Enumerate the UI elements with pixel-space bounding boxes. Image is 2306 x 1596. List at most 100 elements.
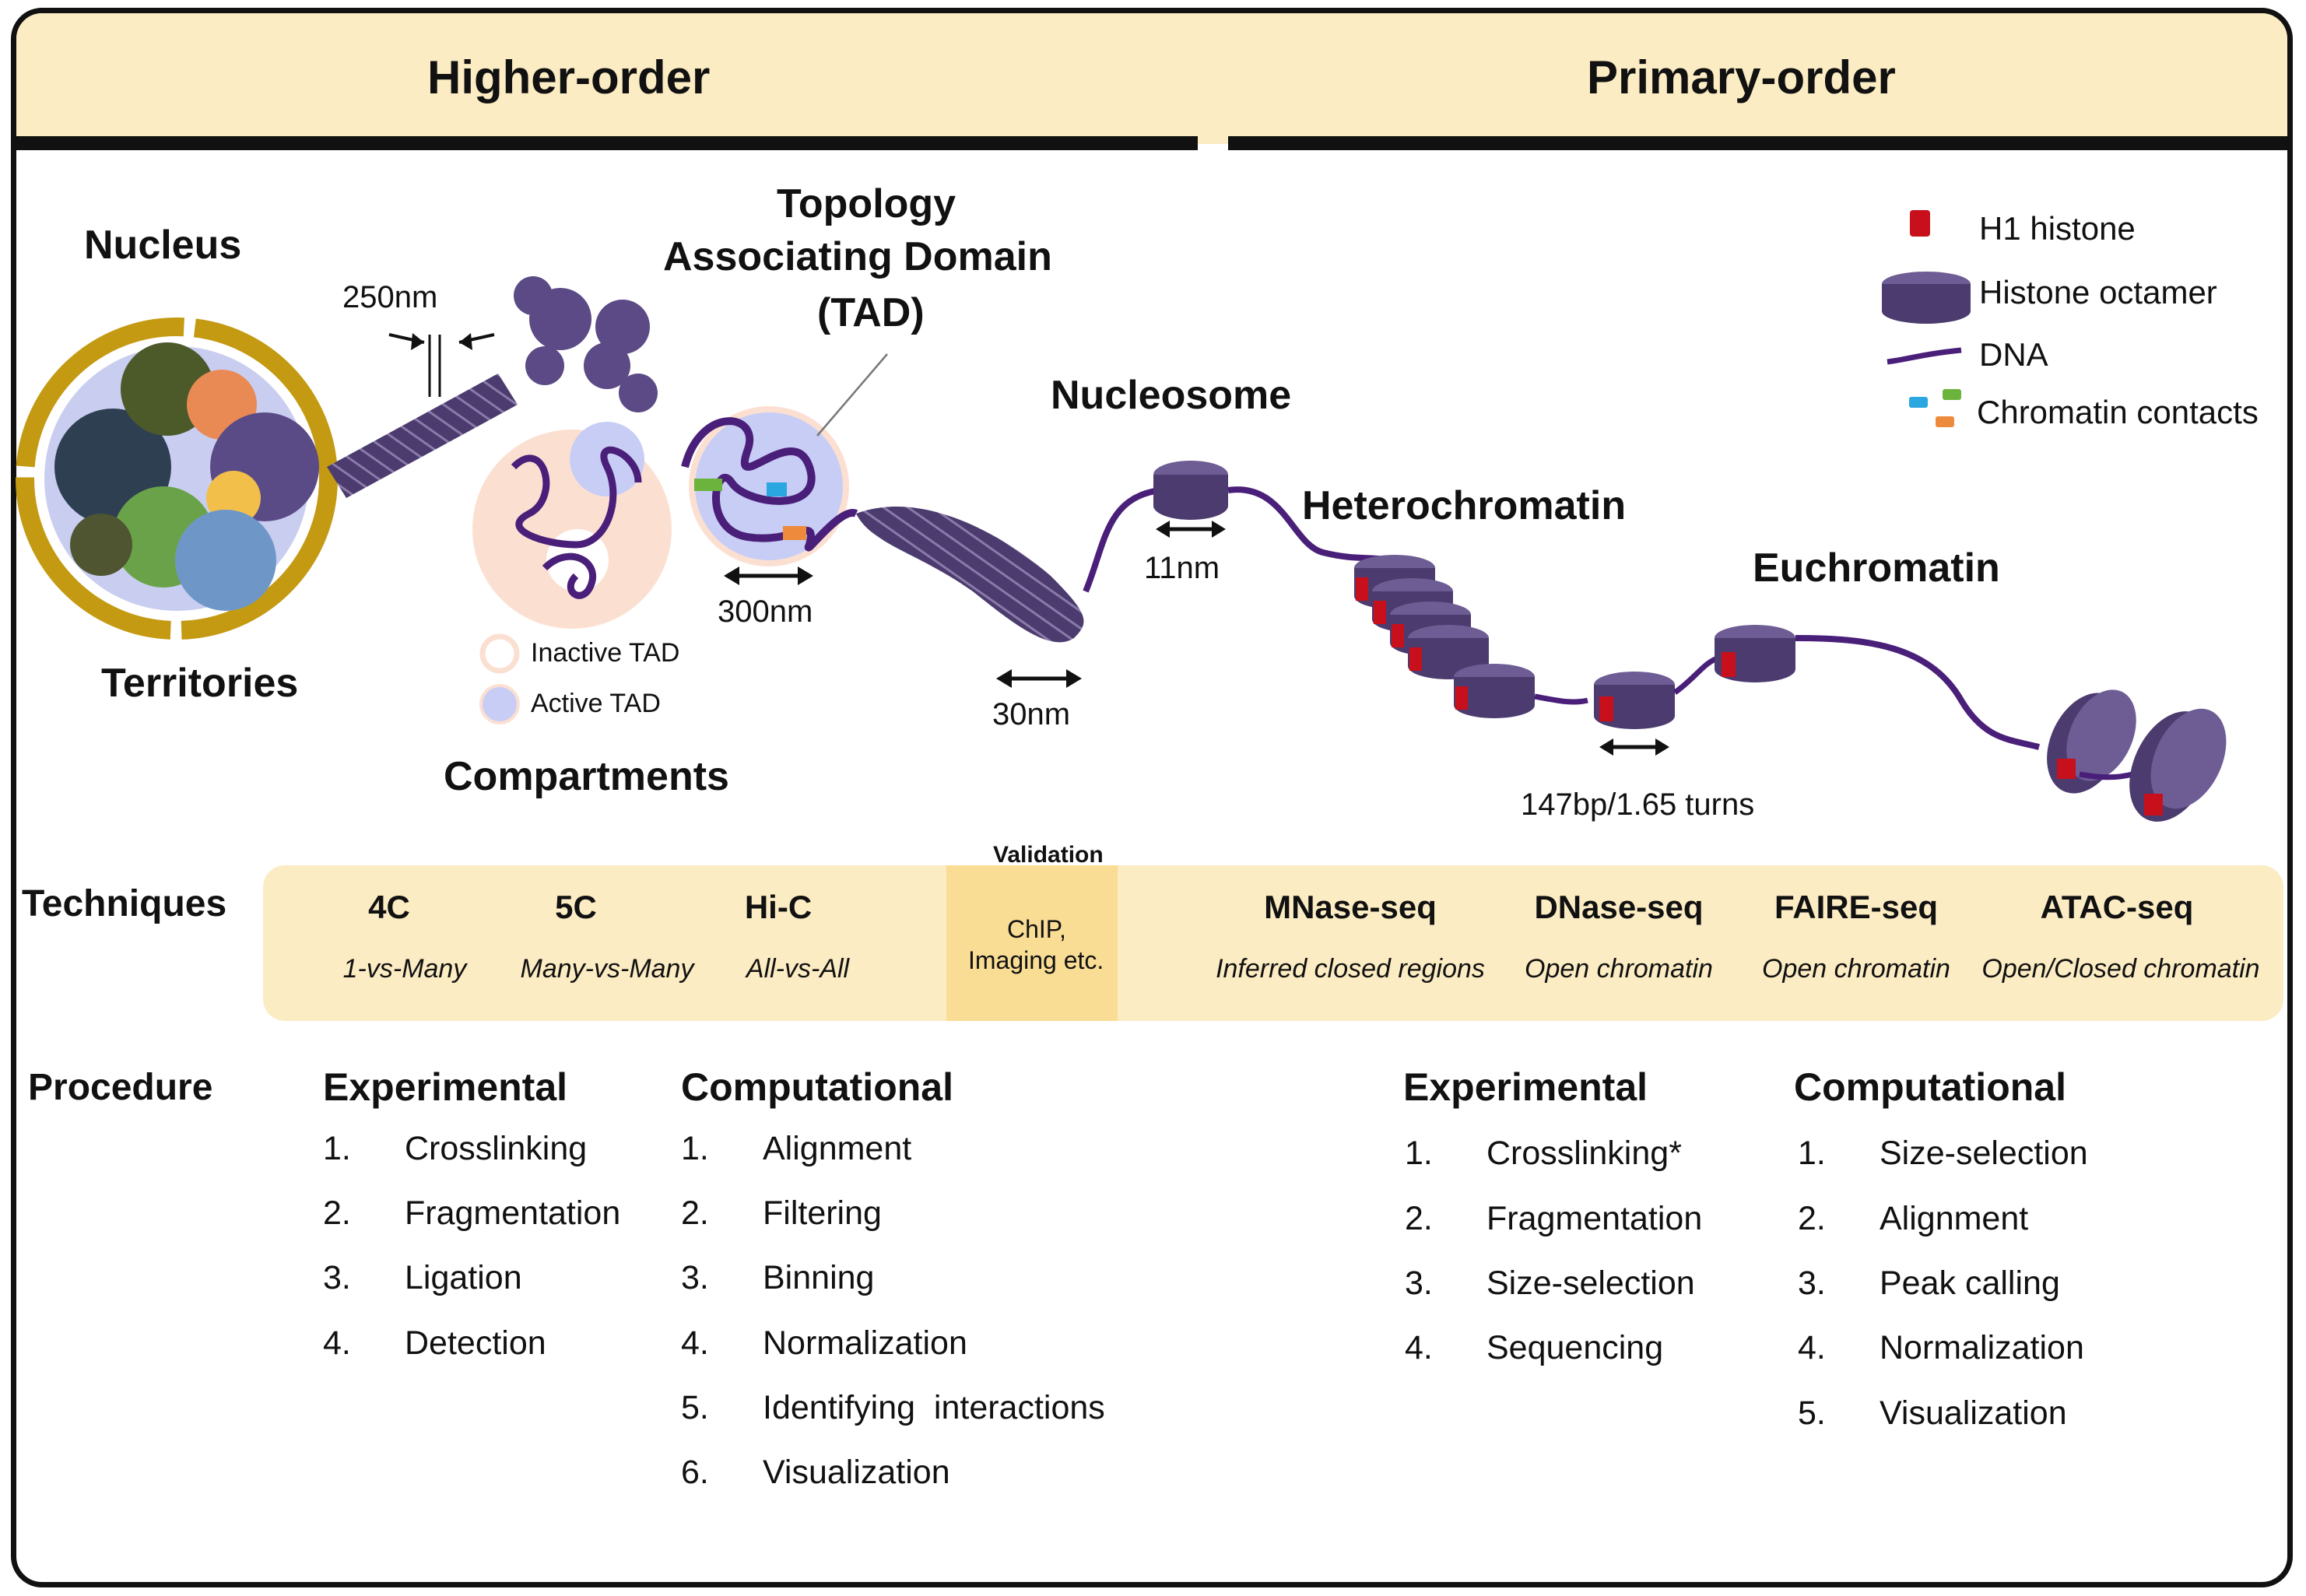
step-number: 3.: [1798, 1265, 1826, 1302]
higher-computational-step: Binning: [763, 1259, 875, 1296]
higher-experimental-step: Detection: [405, 1324, 546, 1362]
fiber-knot: [514, 276, 553, 315]
tad-graphic: [681, 353, 888, 566]
step-number: 5.: [1798, 1394, 1826, 1432]
header-band: [16, 13, 2287, 144]
contact-green: [694, 479, 722, 491]
technique-name: DNase-seq: [1534, 889, 1704, 925]
figure-frame: Higher-order Primary-order: [11, 8, 2293, 1587]
dna-strand: [1795, 635, 2040, 750]
tad-pointer-line: [816, 353, 888, 437]
step-number: 4.: [323, 1324, 351, 1362]
step-number: 2.: [681, 1194, 709, 1232]
higher-experimental-step: Ligation: [405, 1259, 522, 1296]
step-number: 3.: [681, 1259, 709, 1296]
primary-computational-step: Visualization: [1880, 1394, 2067, 1432]
euchromatin-label: Euchromatin: [1753, 545, 2000, 591]
turns-label: 147bp/1.65 turns: [1521, 787, 1755, 822]
technique-desc: Open/Closed chromatin: [1981, 954, 2260, 984]
tad-title-line3: (TAD): [817, 290, 925, 335]
higher-computational-step: Alignment: [763, 1130, 912, 1167]
step-number: 6.: [681, 1454, 709, 1491]
primary-experimental-step: Crosslinking*: [1486, 1135, 1682, 1172]
legend-octamer-label: Histone octamer: [1979, 274, 2217, 310]
technique-desc: 1-vs-Many: [342, 954, 467, 984]
procedure-label: Procedure: [28, 1067, 213, 1108]
higher-experimental-step: Fragmentation: [405, 1194, 621, 1232]
inactive-tad-swatch: [479, 633, 520, 674]
fiber-knot: [595, 300, 650, 354]
primary-experimental-title: Experimental: [1403, 1065, 1648, 1109]
fiber-knot: [584, 342, 630, 389]
active-tad-swatch: [479, 684, 520, 724]
legend-h1-label: H1 histone: [1979, 210, 2136, 247]
validation-title: Validation: [993, 842, 1104, 868]
techniques-band: [263, 865, 2283, 1021]
technique-name: 5C: [555, 889, 597, 925]
higher-computational-step: Identifying interactions: [763, 1389, 1105, 1426]
primary-computational-step: Normalization: [1880, 1329, 2084, 1366]
step-number: 5.: [681, 1389, 709, 1426]
fiber-from-nucleus: [327, 374, 518, 498]
technique-name: Hi-C: [744, 889, 813, 925]
scale-11nm-label: 11nm: [1144, 551, 1220, 585]
validation-line1: ChIP,: [1007, 915, 1066, 943]
higher-computational-step: Visualization: [763, 1454, 950, 1491]
higher-computational-step: Normalization: [763, 1324, 967, 1362]
step-number: 3.: [323, 1259, 351, 1296]
primary-experimental-step: Size-selection: [1486, 1265, 1695, 1302]
compartments-graphic: [472, 422, 672, 629]
technique-name: ATAC-seq: [2040, 889, 2194, 925]
higher-computational-step: Filtering: [763, 1194, 882, 1232]
primary-experimental-step: Fragmentation: [1486, 1200, 1703, 1237]
dna-strand: [1083, 487, 1160, 593]
higher-experimental-title: Experimental: [323, 1065, 568, 1109]
legend-contacts-label: Chromatin contacts: [1977, 394, 2259, 430]
euchromatin-tilted-1: [2047, 689, 2136, 794]
technique-desc: All-vs-All: [746, 954, 850, 984]
heterochromatin-label: Heterochromatin: [1302, 483, 1627, 528]
nucleosome-label: Nucleosome: [1051, 373, 1292, 418]
technique-desc: Open chromatin: [1762, 954, 1950, 984]
legend-dna-label: DNA: [1979, 336, 2048, 373]
active-tad-label: Active TAD: [531, 689, 661, 718]
heterochromatin-graphic: [1354, 555, 1535, 718]
contact-orange-icon: [1936, 416, 1954, 427]
step-number: 2.: [1798, 1200, 1826, 1237]
contact-blue-icon: [1909, 397, 1928, 408]
territory-light-blue: [175, 510, 276, 611]
fiber-knot: [619, 374, 658, 412]
contact-orange: [783, 526, 806, 540]
primary-order-title: Primary-order: [1587, 51, 1896, 103]
primary-experimental-step: Sequencing: [1486, 1329, 1664, 1366]
territory-olive-2: [70, 514, 132, 576]
tad-title-line1: Topology: [777, 181, 956, 226]
euchromatin-nucleosome: [1715, 625, 1795, 682]
step-number: 3.: [1405, 1265, 1433, 1302]
step-number: 1.: [323, 1130, 351, 1167]
scale-250nm-label: 250nm: [342, 280, 438, 314]
step-number: 1.: [1405, 1135, 1433, 1172]
technique-name: FAIRE-seq: [1774, 889, 1939, 925]
primary-computational-step: Alignment: [1880, 1200, 2029, 1237]
higher-experimental-step: Crosslinking: [405, 1130, 588, 1167]
inactive-tad-label: Inactive TAD: [531, 638, 680, 668]
technique-desc: Open chromatin: [1525, 954, 1713, 984]
step-number: 1.: [681, 1130, 709, 1167]
dna-icon: [1887, 347, 1962, 365]
primary-computational-step: Size-selection: [1880, 1135, 2088, 1172]
step-number: 2.: [1405, 1200, 1433, 1237]
compartments-label: Compartments: [444, 754, 729, 799]
primary-computational-step: Peak calling: [1880, 1265, 2060, 1302]
contact-blue: [767, 482, 787, 496]
primary-order-bar: [1228, 136, 2287, 150]
higher-order-title: Higher-order: [427, 51, 711, 103]
techniques-label: Techniques: [22, 883, 227, 924]
scale-300nm-label: 300nm: [718, 595, 813, 629]
h1-histone-icon: [1910, 210, 1930, 237]
step-number: 4.: [1798, 1329, 1826, 1366]
technique-desc: Many-vs-Many: [520, 954, 694, 984]
territories-label: Territories: [101, 661, 299, 706]
higher-order-bar: [16, 136, 1198, 150]
